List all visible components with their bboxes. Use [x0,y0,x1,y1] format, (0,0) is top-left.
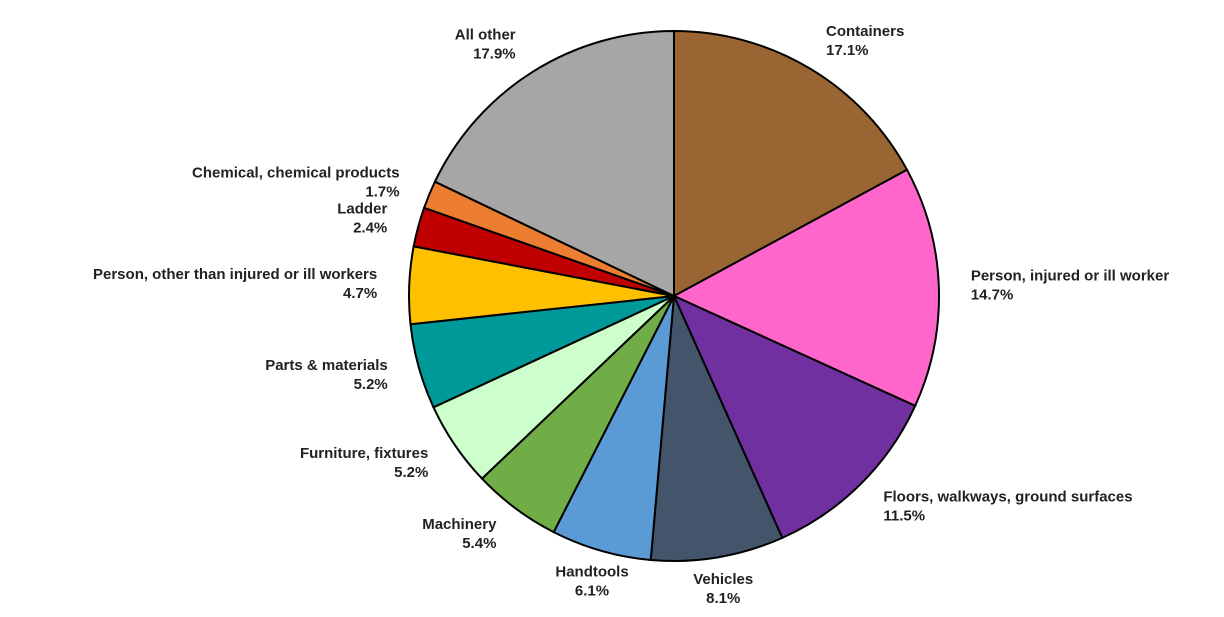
pie-slice [672,293,917,540]
slice-value-label: 6.1% [575,582,609,599]
slice-label: Containers [826,23,904,40]
pie-slice [673,29,909,298]
slice-label: Person, other than injured or ill worker… [93,266,377,283]
slice-label: Person, injured or ill worker [971,268,1170,285]
slice-value-label: 4.7% [343,285,377,302]
slice-label: Furniture, fixtures [300,445,428,462]
slice-value-label: 17.1% [826,42,869,59]
slice-label: All other [455,27,516,44]
slice-label: Ladder [337,200,387,217]
slice-label: Floors, walkways, ground surfaces [883,489,1132,506]
pie-slice [433,29,675,298]
slice-value-label: 14.7% [971,287,1014,304]
slice-label: Parts & materials [265,357,388,374]
slice-label: Chemical, chemical products [192,164,400,181]
slice-label: Vehicles [693,571,753,588]
slice-value-label: 17.9% [473,46,516,63]
slice-label: Machinery [422,516,497,533]
slice-value-label: 5.2% [394,464,428,481]
slice-value-label: 5.4% [462,535,496,552]
slice-value-label: 1.7% [365,183,399,200]
slice-value-label: 2.4% [353,219,387,236]
slice-label: Handtools [555,563,628,580]
slice-value-label: 11.5% [883,508,925,525]
slice-value-label: 8.1% [706,590,740,607]
slice-value-label: 5.2% [354,376,388,393]
pie-slice [649,292,784,562]
pie-slice [671,168,940,408]
